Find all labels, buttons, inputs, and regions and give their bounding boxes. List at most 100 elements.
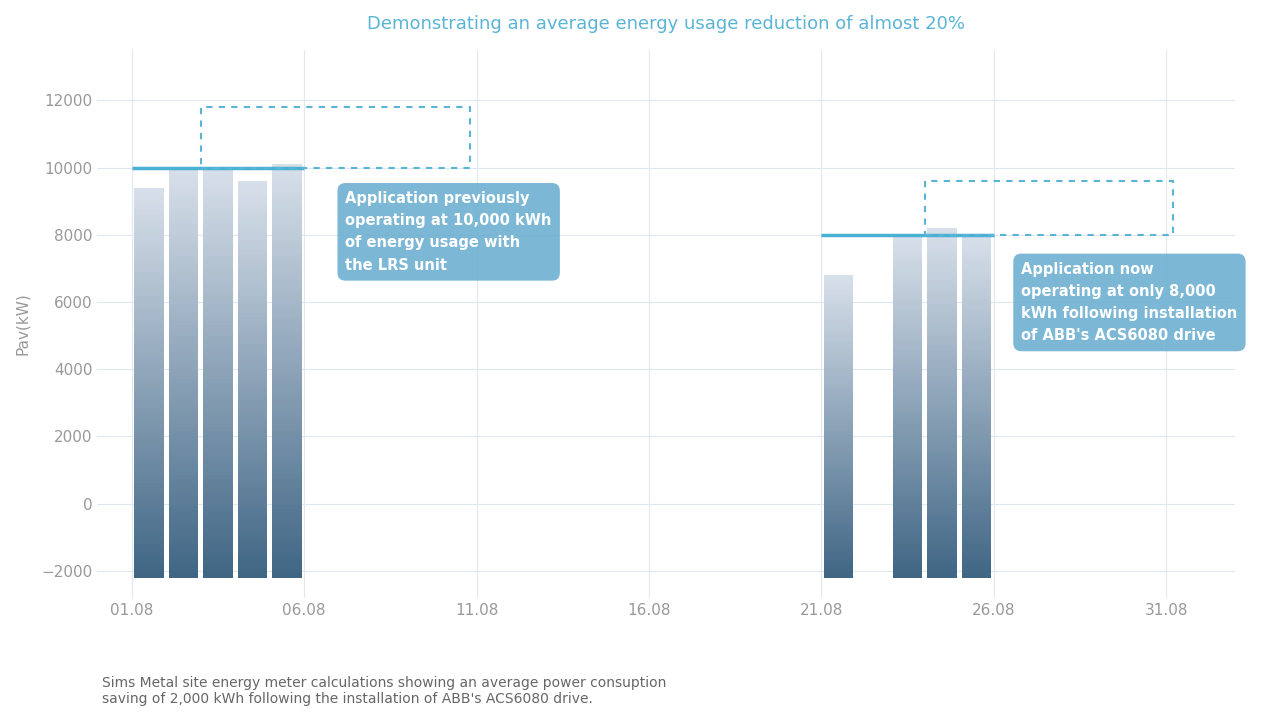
- Bar: [961, 298, 991, 301]
- Bar: [238, 568, 268, 571]
- Bar: [273, 419, 302, 423]
- Bar: [824, 361, 854, 363]
- Bar: [204, 393, 233, 396]
- Bar: [134, 340, 164, 344]
- Bar: [893, 240, 922, 243]
- Bar: [824, 495, 854, 497]
- Bar: [204, 359, 233, 362]
- Bar: [961, 389, 991, 392]
- Bar: [134, 435, 164, 438]
- Bar: [824, 567, 854, 570]
- Bar: [893, 380, 922, 383]
- Bar: [928, 415, 956, 418]
- Bar: [893, 315, 922, 318]
- Bar: [928, 543, 956, 546]
- Bar: [928, 298, 956, 301]
- Bar: [893, 406, 922, 409]
- Bar: [824, 472, 854, 475]
- Bar: [169, 294, 198, 298]
- Bar: [273, 444, 302, 446]
- Bar: [169, 352, 198, 355]
- Bar: [961, 306, 991, 309]
- Bar: [134, 389, 164, 393]
- Bar: [169, 308, 198, 311]
- Bar: [961, 321, 991, 324]
- Bar: [893, 338, 922, 341]
- Bar: [204, 376, 233, 380]
- Bar: [204, 530, 233, 533]
- Bar: [273, 326, 302, 329]
- Bar: [893, 295, 922, 298]
- Bar: [134, 529, 164, 532]
- Bar: [204, 417, 233, 421]
- Bar: [273, 371, 302, 375]
- Bar: [824, 336, 854, 338]
- Bar: [273, 571, 302, 574]
- Bar: [238, 217, 268, 221]
- Bar: [928, 449, 956, 452]
- Bar: [238, 204, 268, 207]
- Bar: [238, 184, 268, 188]
- Bar: [134, 370, 164, 373]
- Bar: [204, 386, 233, 390]
- Bar: [893, 429, 922, 432]
- Bar: [273, 364, 302, 367]
- Bar: [169, 516, 198, 520]
- Bar: [961, 438, 991, 441]
- Bar: [273, 329, 302, 333]
- Bar: [824, 368, 854, 371]
- Text: Application now
operating at only 8,000
kWh following installation
of ABB's ACS6: Application now operating at only 8,000 …: [1021, 262, 1238, 343]
- Bar: [928, 344, 956, 347]
- Bar: [928, 278, 956, 280]
- Bar: [928, 519, 956, 522]
- Bar: [204, 567, 233, 571]
- Bar: [273, 244, 302, 247]
- Bar: [824, 403, 854, 406]
- Bar: [273, 395, 302, 398]
- Bar: [169, 311, 198, 314]
- Bar: [134, 337, 164, 340]
- Bar: [134, 493, 164, 496]
- Bar: [273, 550, 302, 554]
- Bar: [961, 380, 991, 383]
- Bar: [893, 415, 922, 418]
- Bar: [928, 470, 956, 473]
- Bar: [204, 191, 233, 195]
- Bar: [238, 439, 268, 442]
- Bar: [893, 574, 922, 577]
- Bar: [204, 362, 233, 366]
- Bar: [824, 467, 854, 470]
- Bar: [928, 368, 956, 371]
- Bar: [204, 342, 233, 345]
- Y-axis label: Pav(kW): Pav(kW): [15, 293, 29, 355]
- Bar: [961, 315, 991, 318]
- Bar: [134, 259, 164, 262]
- Bar: [169, 383, 198, 386]
- Bar: [134, 438, 164, 441]
- Bar: [134, 239, 164, 243]
- Bar: [169, 479, 198, 482]
- Bar: [273, 212, 302, 216]
- Bar: [961, 561, 991, 564]
- Bar: [204, 314, 233, 318]
- Bar: [824, 288, 854, 290]
- Bar: [893, 400, 922, 403]
- Bar: [204, 499, 233, 503]
- Bar: [204, 489, 233, 493]
- Bar: [169, 506, 198, 509]
- Bar: [238, 207, 268, 211]
- Bar: [204, 458, 233, 462]
- Bar: [824, 351, 854, 353]
- Bar: [824, 545, 854, 547]
- Bar: [204, 253, 233, 257]
- Bar: [273, 529, 302, 533]
- Bar: [134, 194, 164, 198]
- Bar: [928, 513, 956, 516]
- Bar: [961, 286, 991, 289]
- Bar: [238, 280, 268, 283]
- Bar: [273, 502, 302, 505]
- Bar: [134, 354, 164, 357]
- Bar: [169, 257, 198, 260]
- Bar: [169, 273, 198, 277]
- Bar: [893, 418, 922, 421]
